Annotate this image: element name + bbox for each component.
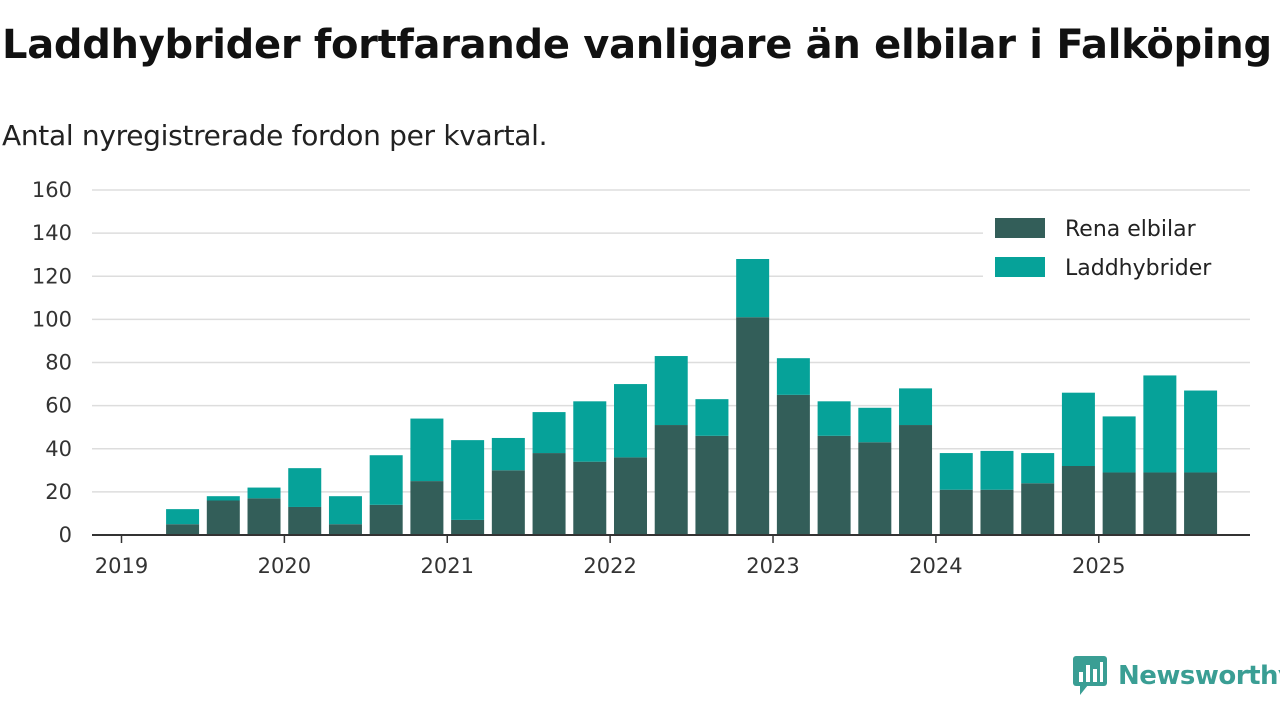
y-tick-label: 20 bbox=[45, 480, 72, 504]
bar-laddhybrider bbox=[614, 384, 647, 458]
legend-label-elbilar: Rena elbilar bbox=[1065, 217, 1197, 242]
y-tick-label: 140 bbox=[32, 221, 72, 245]
bar-laddhybrider bbox=[817, 401, 851, 436]
y-tick-label: 120 bbox=[32, 264, 72, 288]
bar-rena-elbilar bbox=[1184, 472, 1218, 535]
x-tick-label: 2021 bbox=[421, 554, 474, 578]
bar-laddhybrider bbox=[247, 487, 281, 499]
y-tick-label: 0 bbox=[59, 523, 72, 547]
bar-laddhybrider bbox=[654, 356, 688, 426]
bar-rena-elbilar bbox=[980, 489, 1014, 535]
bar-rena-elbilar bbox=[654, 425, 688, 535]
y-axis-ticks: 0 20 40 60 80 100 120 140 160 bbox=[32, 178, 72, 547]
bars bbox=[166, 259, 1218, 535]
bar-laddhybrider bbox=[858, 407, 892, 443]
bar-rena-elbilar bbox=[288, 506, 322, 535]
x-tick-label: 2024 bbox=[909, 554, 962, 578]
y-tick-label: 60 bbox=[45, 394, 72, 418]
bar-laddhybrider bbox=[573, 401, 607, 462]
legend-swatch-laddhybrider bbox=[995, 257, 1045, 277]
bar-laddhybrider bbox=[206, 496, 240, 501]
bar-rena-elbilar bbox=[369, 504, 403, 535]
y-tick-label: 160 bbox=[32, 178, 72, 202]
bar-rena-elbilar bbox=[858, 442, 892, 535]
bar-rena-elbilar bbox=[206, 500, 240, 535]
brand-name: Newsworthy bbox=[1118, 661, 1280, 691]
bar-laddhybrider bbox=[532, 412, 566, 454]
bar-rena-elbilar bbox=[1102, 472, 1136, 535]
bar-laddhybrider bbox=[1061, 392, 1095, 466]
bar-rena-elbilar bbox=[166, 524, 200, 535]
bar-rena-elbilar bbox=[573, 461, 607, 535]
x-tick-label: 2025 bbox=[1072, 554, 1125, 578]
bar-laddhybrider bbox=[776, 358, 810, 395]
bar-laddhybrider bbox=[1143, 375, 1177, 473]
bar-rena-elbilar bbox=[328, 524, 362, 535]
bar-laddhybrider bbox=[899, 388, 933, 426]
y-tick-label: 40 bbox=[45, 437, 72, 461]
bar-rena-elbilar bbox=[939, 489, 973, 535]
bar-rena-elbilar bbox=[247, 498, 281, 535]
y-tick-label: 80 bbox=[45, 351, 72, 375]
x-tick-label: 2019 bbox=[95, 554, 148, 578]
bar-rena-elbilar bbox=[817, 435, 851, 535]
bar-laddhybrider bbox=[736, 259, 770, 318]
bar-laddhybrider bbox=[288, 468, 322, 507]
bar-rena-elbilar bbox=[1021, 483, 1055, 535]
legend: Rena elbilar Laddhybrider bbox=[983, 206, 1251, 290]
bar-laddhybrider bbox=[491, 437, 525, 471]
bar-laddhybrider bbox=[1184, 390, 1218, 473]
legend-swatch-elbilar bbox=[995, 218, 1045, 238]
bar-rena-elbilar bbox=[1143, 472, 1177, 535]
bar-rena-elbilar bbox=[614, 457, 647, 535]
bar-rena-elbilar bbox=[410, 481, 444, 535]
legend-label-laddhybrider: Laddhybrider bbox=[1065, 256, 1212, 281]
brand: Newsworthy bbox=[1072, 655, 1280, 697]
bar-laddhybrider bbox=[1102, 416, 1136, 473]
x-tick-label: 2020 bbox=[258, 554, 311, 578]
bar-laddhybrider bbox=[939, 453, 973, 490]
bar-laddhybrider bbox=[410, 418, 444, 482]
bar-rena-elbilar bbox=[532, 453, 566, 535]
bar-rena-elbilar bbox=[1061, 466, 1095, 535]
bar-laddhybrider bbox=[980, 450, 1014, 490]
bar-laddhybrider bbox=[1021, 453, 1055, 484]
bar-rena-elbilar bbox=[491, 470, 525, 535]
y-tick-label: 100 bbox=[32, 307, 72, 331]
bar-rena-elbilar bbox=[776, 394, 810, 535]
bar-laddhybrider bbox=[166, 509, 200, 525]
chart-subtitle: Antal nyregistrerade fordon per kvartal. bbox=[2, 119, 548, 152]
bar-laddhybrider bbox=[451, 440, 485, 520]
bar-rena-elbilar bbox=[736, 317, 770, 535]
bar-rena-elbilar bbox=[899, 425, 933, 535]
bar-laddhybrider bbox=[369, 455, 403, 505]
newsworthy-logo-icon bbox=[1073, 656, 1107, 695]
bar-rena-elbilar bbox=[695, 435, 729, 535]
bar-rena-elbilar bbox=[451, 519, 485, 535]
bar-laddhybrider bbox=[328, 496, 362, 525]
bar-laddhybrider bbox=[695, 399, 729, 436]
chart-title: Laddhybrider fortfarande vanligare än el… bbox=[2, 22, 1272, 68]
x-tick-label: 2023 bbox=[746, 554, 799, 578]
x-axis-ticks: 2019 2020 2021 2022 2023 2024 2025 bbox=[95, 535, 1126, 578]
x-tick-label: 2022 bbox=[583, 554, 636, 578]
